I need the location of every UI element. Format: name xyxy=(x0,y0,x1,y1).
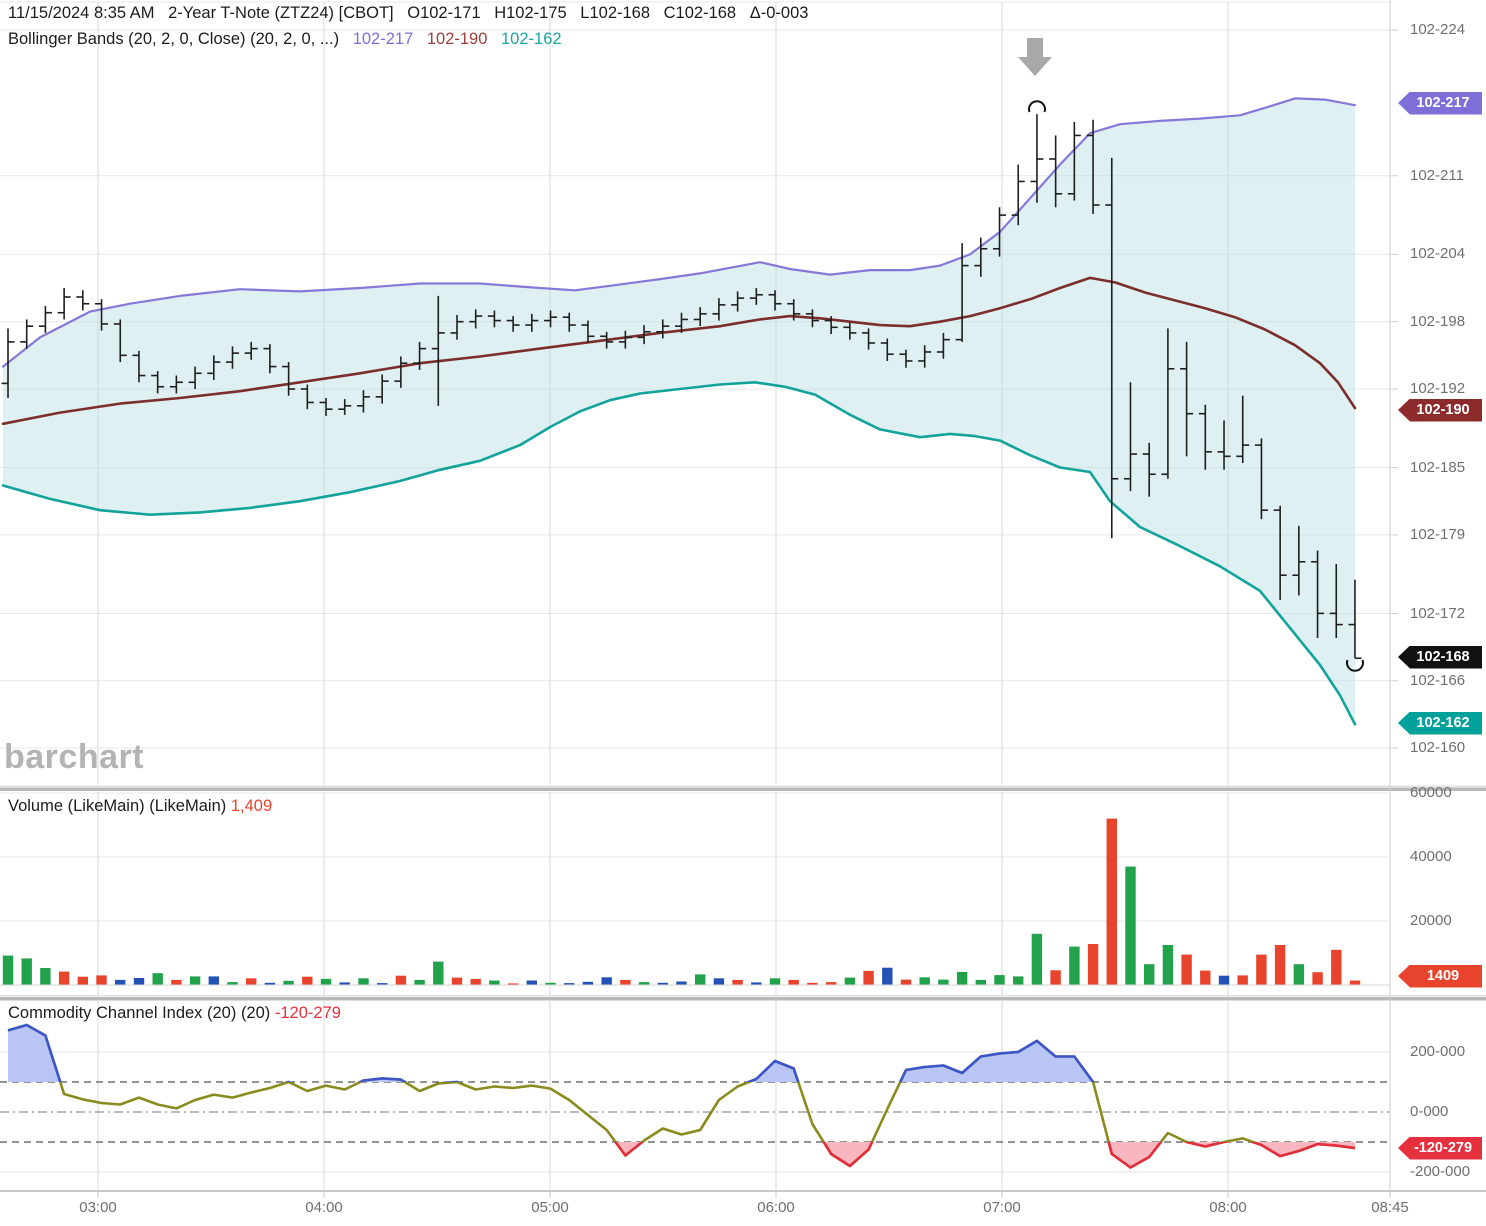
time-axis-label: 08:00 xyxy=(1209,1199,1247,1216)
price-axis-label: 102-211 xyxy=(1410,166,1464,184)
chart-datetime: 11/15/2024 8:35 AM xyxy=(8,4,155,22)
time-axis-label: 08:45 xyxy=(1371,1199,1409,1216)
ohlc-change: Δ-0-003 xyxy=(749,4,809,22)
ohlc-high: H102-175 xyxy=(494,4,567,22)
cci-badge: -120-279 xyxy=(1398,1136,1482,1160)
price-axis-label: 102-224 xyxy=(1410,21,1466,38)
time-axis-label: 07:00 xyxy=(983,1199,1021,1216)
cci-value: -120-279 xyxy=(274,1004,341,1022)
volume-axis-label: 20000 xyxy=(1410,912,1452,929)
bollinger-upper-badge: 102-217 xyxy=(1398,91,1482,115)
time-axis-label: 03:00 xyxy=(79,1199,117,1216)
bollinger-lower-badge: 102-162 xyxy=(1398,711,1482,735)
bollinger-upper-value: 102-217 xyxy=(352,30,414,48)
indicator-title-cci[interactable]: Commodity Channel Index (20) (20) -120-2… xyxy=(8,1004,341,1023)
price-axis-label: 102-166 xyxy=(1410,671,1466,689)
indicator-title-volume[interactable]: Volume (LikeMain) (LikeMain) 1,409 xyxy=(8,797,272,816)
bollinger-label: Bollinger Bands (20, 2, 0, Close) (20, 2… xyxy=(8,30,340,48)
bollinger-middle-badge: 102-190 xyxy=(1398,398,1482,422)
indicator-title-bollinger[interactable]: Bollinger Bands (20, 2, 0, Close) (20, 2… xyxy=(8,30,571,49)
bollinger-middle-value: 102-190 xyxy=(426,30,488,48)
ohlc-low: L102-168 xyxy=(580,4,651,22)
price-axis-label: 102-185 xyxy=(1410,458,1466,476)
price-axis-label: 102-179 xyxy=(1410,525,1466,543)
cci-label: Commodity Channel Index (20) (20) xyxy=(8,1004,271,1022)
barchart-logo: barchart xyxy=(4,738,145,776)
chart-title-bar: 11/15/2024 8:35 AM 2-Year T-Note (ZTZ24)… xyxy=(8,4,817,23)
volume-label: Volume (LikeMain) (LikeMain) xyxy=(8,797,227,815)
ohlc-open: O102-171 xyxy=(407,4,481,22)
cci-axis-label: 200-000 xyxy=(1410,1043,1466,1060)
time-axis-label: 06:00 xyxy=(757,1199,795,1216)
cci-axis-label: -200-000 xyxy=(1410,1163,1471,1180)
price-axis-label: 102-198 xyxy=(1410,312,1466,330)
ohlc-close: C102-168 xyxy=(663,4,737,22)
cci-axis-label: 0-000 xyxy=(1410,1103,1449,1120)
price-axis-label: 102-172 xyxy=(1410,604,1466,622)
chart-symbol: 2-Year T-Note (ZTZ24) [CBOT] xyxy=(168,4,394,22)
price-axis-label: 102-204 xyxy=(1410,245,1466,263)
volume-axis-label: 40000 xyxy=(1410,848,1452,865)
price-axis-label: 102-192 xyxy=(1410,380,1466,398)
volume-axis-label: 60000 xyxy=(1410,784,1452,801)
time-axis-label: 04:00 xyxy=(305,1199,343,1216)
open-arc-top-icon xyxy=(1028,100,1046,113)
time-axis-label: 05:00 xyxy=(531,1199,569,1216)
down-arrow-icon xyxy=(1018,38,1052,76)
volume-value: 1,409 xyxy=(230,797,273,815)
last-price-badge: 102-168 xyxy=(1398,645,1482,669)
price-axis-label: 102-160 xyxy=(1410,739,1466,756)
open-arc-bottom-icon xyxy=(1346,659,1364,672)
bollinger-lower-value: 102-162 xyxy=(501,30,562,48)
volume-badge: 1409 xyxy=(1398,964,1482,988)
